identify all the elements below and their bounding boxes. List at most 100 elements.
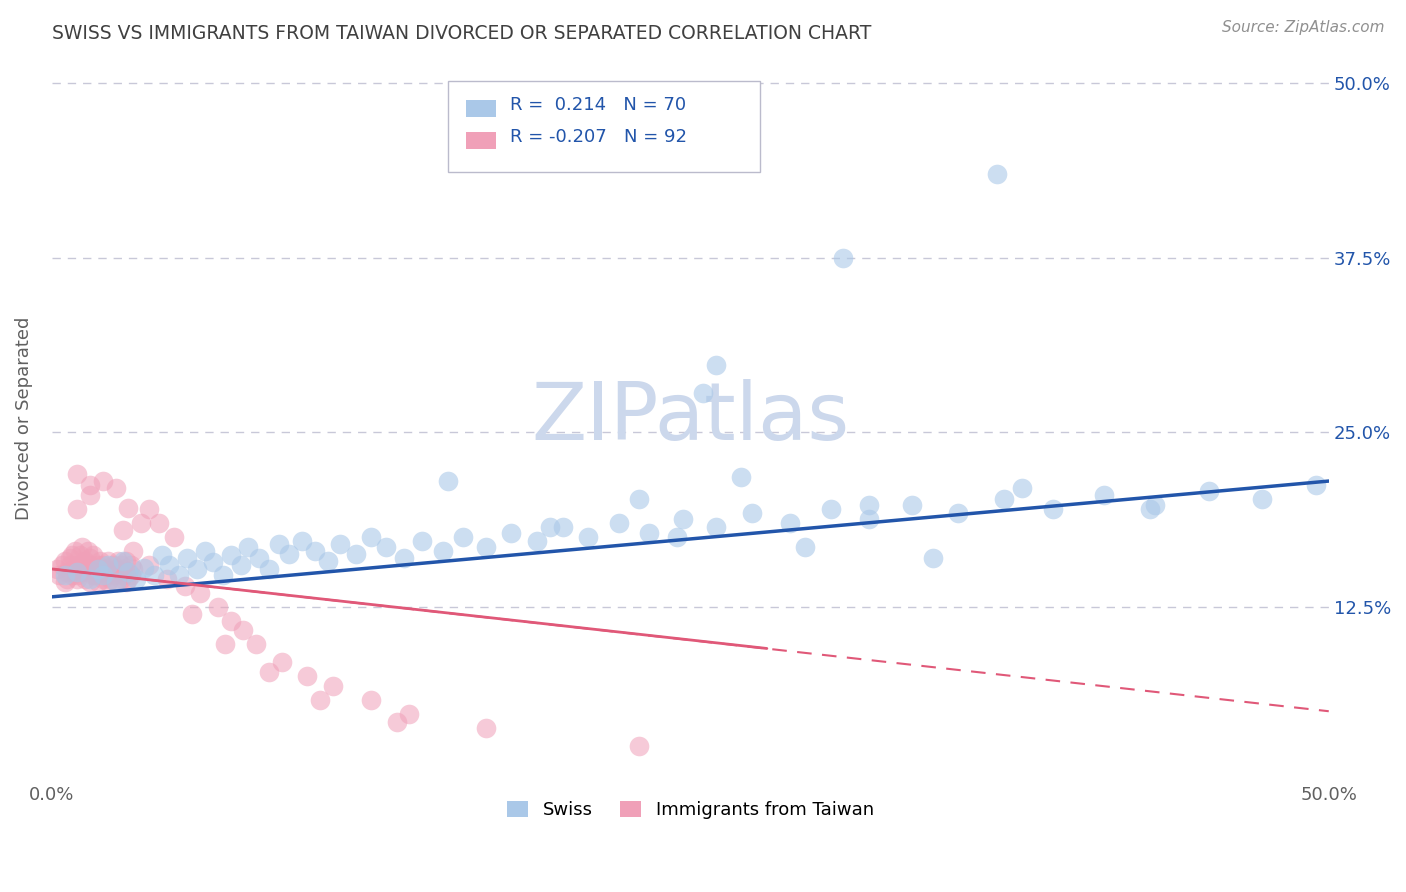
Point (329, 537, 352, 551)
Point (142, 567, 165, 582)
Point (257, 562, 280, 576)
Point (120, 567, 142, 582)
Point (100, 565, 122, 579)
Point (56, 572, 79, 586)
Point (526, 534, 548, 549)
Point (304, 544, 326, 558)
Point (91, 567, 114, 582)
Point (392, 550, 415, 565)
Point (169, 567, 191, 582)
Point (122, 544, 145, 558)
Point (986, 167, 1008, 181)
Point (501, 525, 523, 540)
Point (94, 562, 117, 576)
Point (229, 558, 252, 572)
Point (638, 525, 661, 540)
Point (219, 548, 242, 562)
Point (475, 540, 498, 554)
Point (138, 502, 160, 516)
Point (779, 516, 801, 530)
Point (666, 530, 689, 544)
Point (101, 567, 124, 582)
Point (107, 565, 129, 579)
Point (385, 715, 408, 730)
Point (53, 567, 76, 582)
Point (66, 467, 89, 481)
Point (1198, 483, 1220, 498)
Point (176, 550, 198, 565)
Point (1251, 492, 1274, 507)
Point (82, 567, 104, 582)
Point (538, 520, 561, 534)
Point (360, 530, 382, 544)
Point (475, 721, 498, 735)
Point (820, 502, 842, 516)
Text: R = -0.207   N = 92: R = -0.207 N = 92 (510, 128, 688, 145)
Y-axis label: Divorced or Separated: Divorced or Separated (15, 317, 32, 520)
Point (48, 567, 70, 582)
Point (576, 530, 599, 544)
Point (186, 562, 208, 576)
Point (84, 562, 107, 576)
Point (1305, 478, 1327, 492)
Point (112, 562, 135, 576)
Point (671, 512, 693, 526)
Point (66, 502, 89, 516)
Point (375, 540, 398, 554)
Point (87, 558, 110, 572)
Point (156, 572, 179, 586)
Point (122, 562, 145, 576)
Point (117, 500, 139, 515)
Point (76, 562, 98, 576)
Point (344, 547, 367, 561)
Point (104, 481, 127, 495)
Point (247, 550, 270, 565)
Point (97, 553, 120, 567)
Point (117, 565, 139, 579)
Point (901, 498, 924, 512)
Point (181, 607, 204, 621)
Point (214, 637, 236, 651)
Point (59, 558, 82, 572)
Point (212, 567, 235, 582)
Point (45, 562, 67, 576)
Point (436, 474, 458, 488)
Point (53, 574, 76, 589)
Text: SWISS VS IMMIGRANTS FROM TAIWAN DIVORCED OR SEPARATED CORRELATION CHART: SWISS VS IMMIGRANTS FROM TAIWAN DIVORCED… (52, 24, 872, 43)
Point (69, 548, 91, 562)
Point (322, 679, 344, 693)
Point (56, 565, 79, 579)
Point (188, 585, 211, 599)
Point (66, 565, 89, 579)
Point (104, 562, 127, 576)
Point (72, 565, 94, 579)
Point (157, 558, 180, 572)
Point (1139, 502, 1161, 516)
Point (53, 553, 76, 567)
Point (704, 359, 727, 373)
Point (91, 572, 114, 586)
Point (207, 599, 229, 614)
Point (72, 540, 94, 554)
Point (79, 574, 101, 589)
Point (112, 523, 135, 537)
Point (51, 558, 73, 572)
Point (257, 665, 280, 680)
Point (232, 624, 254, 638)
Point (948, 506, 970, 520)
Point (110, 558, 132, 572)
Point (432, 544, 454, 558)
Point (112, 553, 135, 567)
Text: ZIPatlas: ZIPatlas (531, 379, 849, 458)
Point (922, 550, 945, 565)
Point (1092, 488, 1115, 502)
Point (150, 548, 173, 562)
Point (79, 558, 101, 572)
Point (97, 558, 120, 572)
Point (120, 558, 142, 572)
Point (91, 558, 114, 572)
Point (411, 534, 433, 549)
Point (66, 572, 89, 586)
Point (79, 488, 101, 502)
Point (628, 739, 651, 753)
